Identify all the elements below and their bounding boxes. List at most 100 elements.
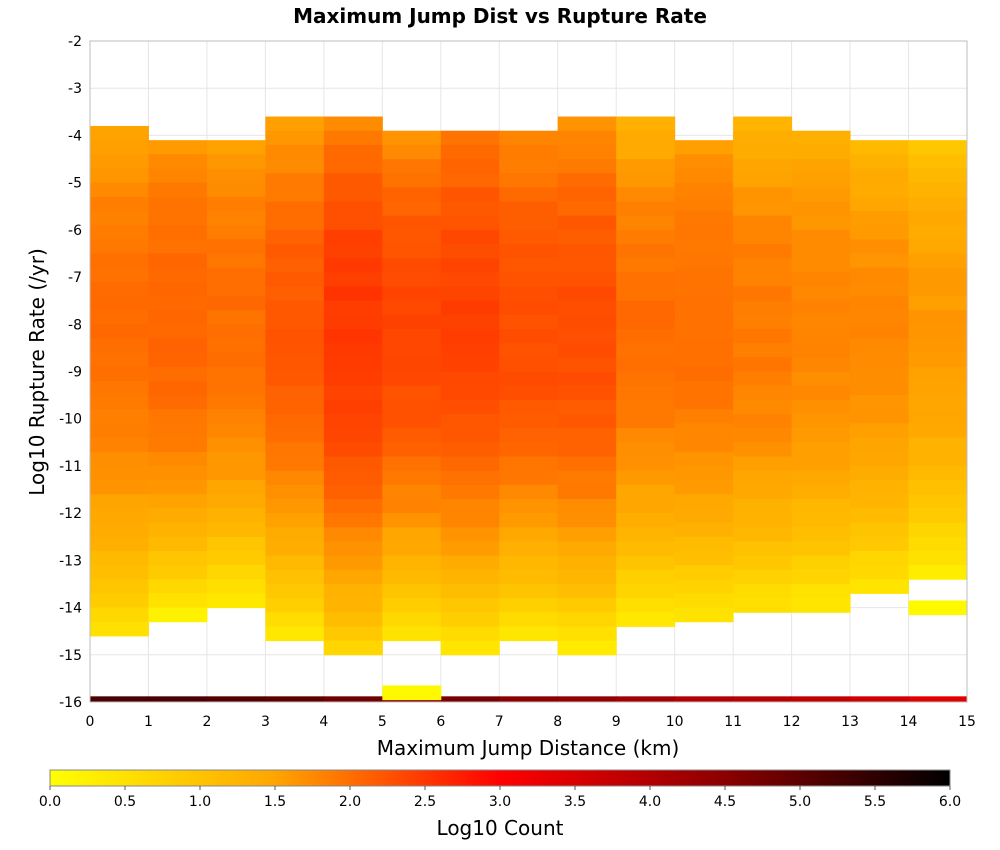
heatmap-cell xyxy=(382,555,442,571)
heatmap-cell xyxy=(206,310,266,325)
heatmap-cell xyxy=(791,498,851,514)
heatmap-cell xyxy=(265,187,325,203)
heatmap-cell xyxy=(206,225,266,240)
heatmap-cell xyxy=(440,272,500,288)
heatmap-cell xyxy=(90,395,149,410)
heatmap-cell xyxy=(557,258,617,273)
heatmap-cell xyxy=(206,579,266,594)
heatmap-cell xyxy=(499,428,559,443)
heatmap-cell xyxy=(499,300,559,316)
heatmap-cell xyxy=(499,159,559,174)
heatmap-cell xyxy=(265,258,325,273)
heatmap-cell xyxy=(908,267,968,283)
y-axis-label: Log10 Rupture Rate (/yr) xyxy=(25,248,49,495)
plot-frame xyxy=(89,40,968,703)
heatmap-cell xyxy=(674,508,734,524)
y-tick-label: -3 xyxy=(68,81,82,97)
y-tick-label: -12 xyxy=(59,506,82,522)
y-tick-label: -6 xyxy=(68,223,82,239)
heatmap-cell xyxy=(265,244,325,259)
heatmap-cell xyxy=(674,480,734,495)
heatmap-cell xyxy=(616,442,676,457)
x-tick-label: 14 xyxy=(900,714,918,730)
heatmap-cell xyxy=(791,357,851,372)
y-tick-label: -2 xyxy=(68,34,82,50)
heatmap-cell xyxy=(265,286,325,302)
heatmap-cell xyxy=(499,187,559,203)
heatmap-cell xyxy=(499,173,559,188)
heatmap-cell xyxy=(616,187,676,203)
heatmap-cell xyxy=(265,385,325,401)
heatmap-cell xyxy=(791,201,851,217)
heatmap-cell xyxy=(382,286,442,302)
heatmap-cell xyxy=(382,442,442,457)
heatmap-cell xyxy=(674,522,734,538)
heatmap-cell xyxy=(557,513,617,528)
heatmap-cell xyxy=(616,612,676,627)
heatmap-cell xyxy=(265,456,325,472)
heatmap-cell xyxy=(382,357,442,372)
heatmap-cell xyxy=(557,187,617,203)
heatmap-cell xyxy=(206,196,266,212)
heatmap-cell xyxy=(148,409,208,424)
heatmap-cell xyxy=(616,244,676,259)
heatmap-cell xyxy=(265,626,325,642)
x-tick-label: 5 xyxy=(378,714,387,730)
heatmap-cell xyxy=(791,130,851,146)
heatmap-cell xyxy=(440,173,500,188)
heatmap-cell xyxy=(323,456,383,472)
heatmap-cell xyxy=(440,527,500,542)
heatmap-cell xyxy=(323,144,383,160)
heatmap-cell xyxy=(148,239,208,254)
heatmap-cell xyxy=(265,527,325,542)
heatmap-cell xyxy=(791,569,851,585)
heatmap-cell xyxy=(323,173,383,188)
heatmap-cell xyxy=(323,385,383,401)
heatmap-cell xyxy=(908,239,968,254)
heatmap-cell xyxy=(557,201,617,217)
x-tick-label: 4 xyxy=(319,714,328,730)
heatmap-cell xyxy=(733,215,793,231)
heatmap-cell xyxy=(148,437,208,453)
heatmap-cell xyxy=(616,371,676,387)
heatmap-cell xyxy=(616,456,676,472)
heatmap-cell xyxy=(908,565,968,580)
heatmap-cell xyxy=(557,229,617,245)
x-tick-label: 12 xyxy=(783,714,801,730)
heatmap-cell xyxy=(265,470,325,486)
heatmap-cell xyxy=(733,598,793,613)
heatmap-cell xyxy=(733,541,793,557)
heatmap-cell xyxy=(206,508,266,524)
heatmap-cell xyxy=(90,239,149,254)
colorbar-tick-label: 2.5 xyxy=(414,794,436,810)
heatmap-cell xyxy=(499,470,559,486)
heatmap-cell xyxy=(382,498,442,514)
heatmap-cell xyxy=(733,300,793,316)
heatmap-cell xyxy=(674,579,734,594)
heatmap-cell xyxy=(148,324,208,339)
heatmap-cell xyxy=(908,154,968,169)
heatmap-cell xyxy=(90,409,149,424)
heatmap-cell xyxy=(791,300,851,316)
heatmap-cell xyxy=(850,295,910,311)
heatmap-cell xyxy=(265,541,325,557)
heatmap-cell xyxy=(557,286,617,302)
heatmap-cell xyxy=(850,423,910,439)
heatmap-cell xyxy=(382,685,442,701)
heatmap-cell xyxy=(90,210,149,226)
heatmap-cell xyxy=(674,196,734,212)
heatmap-cell xyxy=(206,593,266,609)
heatmap-cell xyxy=(148,451,208,467)
heatmap-cell xyxy=(265,329,325,344)
heatmap-cell xyxy=(674,324,734,339)
heatmap-cell xyxy=(440,612,500,627)
heatmap-cell xyxy=(265,116,325,132)
heatmap-cell xyxy=(557,456,617,472)
heatmap-cell xyxy=(850,494,910,509)
heatmap-cell xyxy=(206,182,266,198)
heatmap-cell xyxy=(206,168,266,184)
heatmap-cell xyxy=(908,366,968,382)
heatmap-cell xyxy=(148,522,208,538)
colorbar-tick-label: 6.0 xyxy=(939,794,961,810)
heatmap-cell xyxy=(90,366,149,382)
